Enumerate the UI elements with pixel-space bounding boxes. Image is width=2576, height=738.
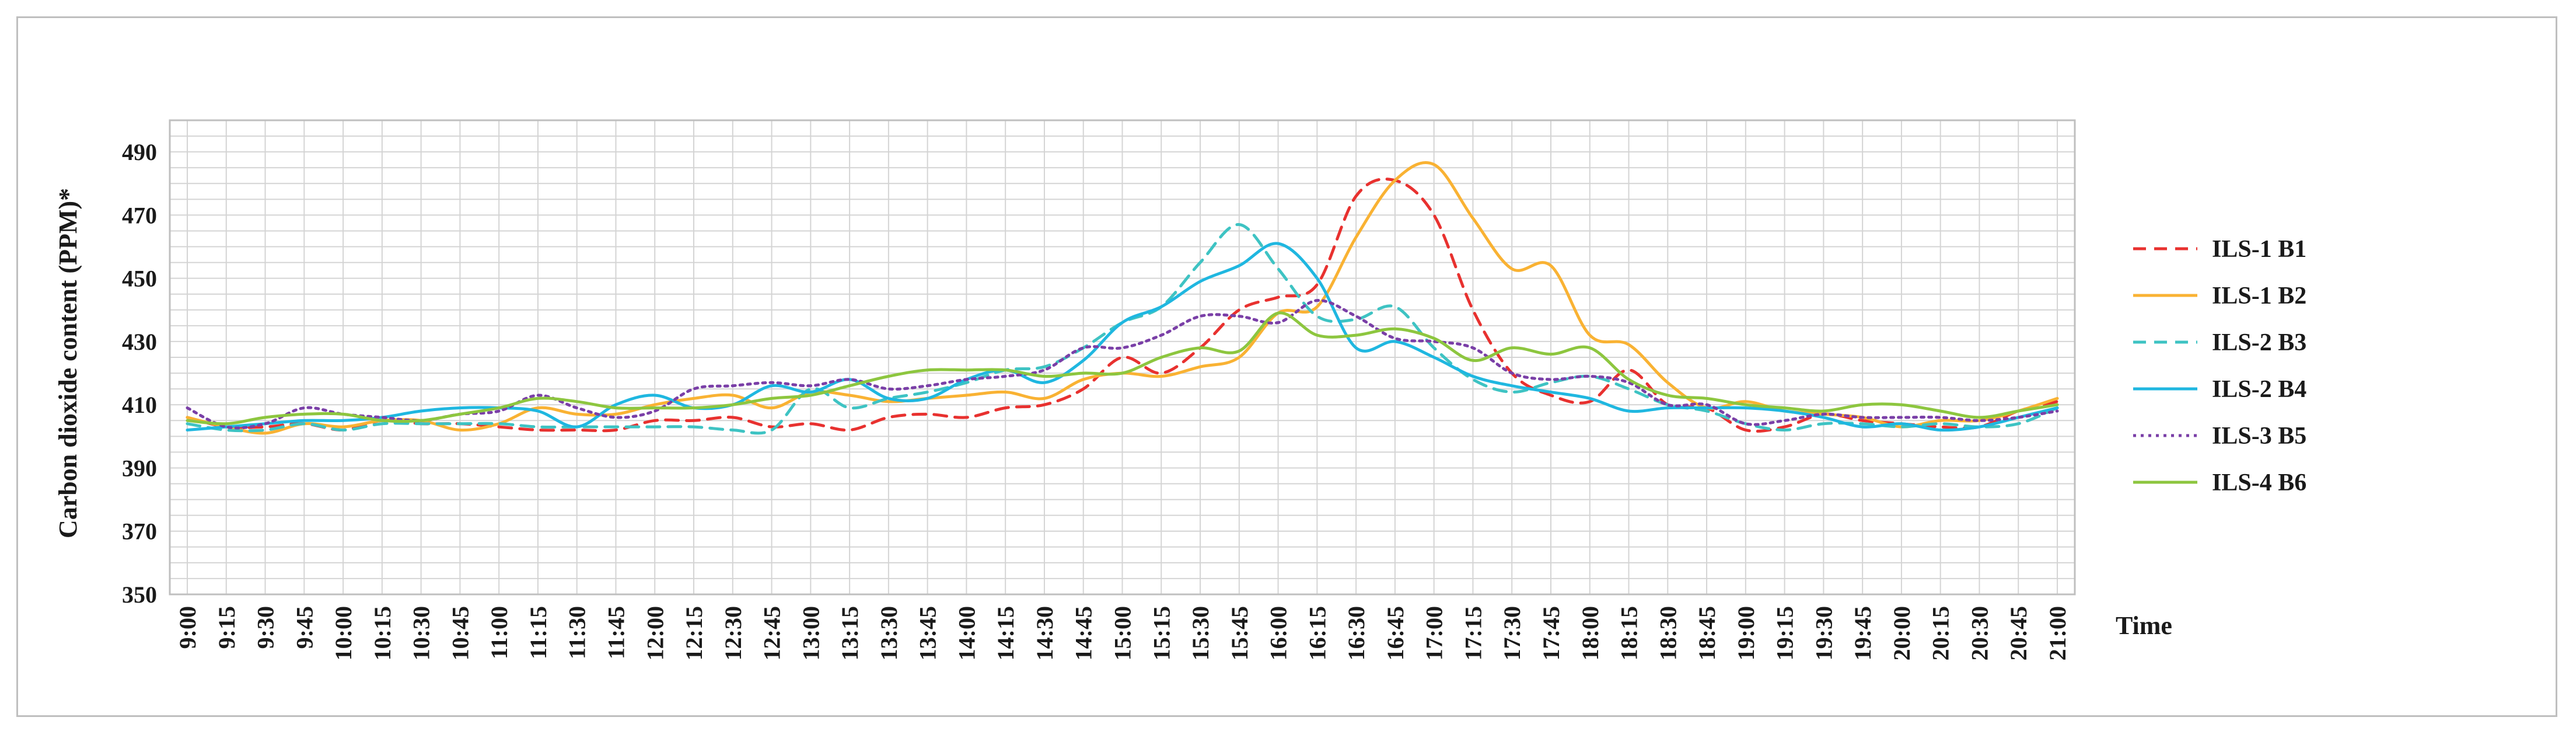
series-line-3: [186, 223, 2059, 435]
legend-label-1: ILS-1 B1: [2212, 236, 2306, 263]
x-tick-label: 10:00: [330, 606, 356, 660]
legend-label-2: ILS-1 B2: [2212, 283, 2306, 309]
x-tick-label: 18:15: [1616, 606, 1642, 660]
x-tick-label: 21:00: [2044, 606, 2071, 660]
x-tick-label: 18:30: [1655, 606, 1681, 660]
series-line-1: [186, 177, 2059, 433]
x-tick-label: 14:45: [1071, 606, 1097, 660]
x-tick-label: 15:45: [1226, 606, 1253, 660]
x-tick-label: 16:30: [1343, 606, 1369, 660]
y-axis-ticks: 350 370 390 410 430 450 470 490: [122, 139, 157, 608]
x-tick-label: 9:00: [174, 606, 201, 649]
x-tick-label: 13:15: [837, 606, 863, 660]
x-tick-label: 20:15: [1928, 606, 1954, 660]
x-tick-label: 17:45: [1538, 606, 1564, 660]
x-tick-label: 9:45: [291, 606, 317, 649]
x-tick-label: 9:30: [253, 606, 279, 649]
x-tick-label: 10:45: [447, 606, 473, 660]
x-tick-label: 15:30: [1187, 606, 1214, 660]
x-tick-label: 13:45: [915, 606, 941, 660]
plot-area: [169, 119, 2076, 596]
x-tick-label: 11:30: [564, 606, 590, 659]
series-line-6: [186, 311, 2059, 426]
x-tick-label: 20:30: [1966, 606, 1993, 660]
x-tick-label: 11:00: [486, 606, 512, 659]
x-tick-label: 11:45: [603, 606, 629, 659]
x-tick-label: 12:30: [720, 606, 746, 660]
x-tick-label: 19:45: [1850, 606, 1876, 660]
series-lines: [186, 161, 2059, 435]
x-tick-label: 19:30: [1810, 606, 1837, 660]
x-tick-label: 14:00: [953, 606, 980, 660]
x-tick-label: 20:45: [2005, 606, 2032, 660]
x-tick-label: 17:15: [1460, 606, 1486, 660]
x-axis-ticks: 9:00 9:15 9:30 9:45 10:00 10:15 10:30 10:45 11:0…: [174, 606, 2071, 660]
series-line-5: [186, 299, 2059, 430]
chart-frame: 350 370 390 410 430 450 470 490 9:00 9:15 9:30 9:4…: [16, 16, 2557, 717]
x-tick-label: 16:15: [1304, 606, 1330, 660]
legend-label-4: ILS-2 B4: [2212, 376, 2306, 403]
x-tick-label: 12:15: [681, 606, 707, 660]
x-tick-label: 10:30: [408, 606, 435, 660]
grid-lines: [170, 120, 2075, 595]
x-axis-title: Time: [2116, 611, 2172, 640]
x-tick-label: 13:30: [876, 606, 902, 660]
x-tick-label: 19:00: [1733, 606, 1759, 660]
y-tick-label: 450: [122, 266, 157, 292]
x-tick-label: 18:45: [1694, 606, 1720, 660]
x-tick-label: 11:15: [525, 606, 551, 659]
x-tick-label: 9:15: [214, 606, 240, 649]
legend-label-3: ILS-2 B3: [2212, 329, 2306, 356]
legend: ILS-1 B1 ILS-1 B2 ILS-2 B3 ILS-2 B4 ILS-3 B5…: [2133, 236, 2306, 496]
y-tick-label: 470: [122, 202, 157, 228]
x-tick-label: 18:00: [1577, 606, 1603, 660]
x-tick-label: 16:45: [1382, 606, 1408, 660]
x-tick-label: 12:45: [759, 606, 785, 660]
x-tick-label: 15:15: [1148, 606, 1175, 660]
x-tick-label: 14:15: [992, 606, 1019, 660]
x-tick-label: 12:00: [642, 606, 668, 660]
y-tick-label: 490: [122, 139, 157, 165]
y-axis-title: Carbon dioxide content (PPM)*: [54, 188, 82, 538]
x-tick-label: 20:00: [1889, 606, 1915, 660]
legend-label-6: ILS-4 B6: [2212, 469, 2306, 496]
x-tick-label: 14:30: [1032, 606, 1058, 660]
x-tick-label: 15:00: [1110, 606, 1136, 660]
x-tick-label: 10:15: [369, 606, 396, 660]
y-tick-label: 430: [122, 329, 157, 355]
x-tick-label: 13:00: [798, 606, 824, 660]
y-tick-label: 350: [122, 582, 157, 608]
x-tick-label: 19:15: [1772, 606, 1798, 660]
y-tick-label: 370: [122, 518, 157, 545]
y-tick-label: 410: [122, 392, 157, 418]
x-tick-label: 17:30: [1499, 606, 1525, 660]
legend-label-5: ILS-3 B5: [2212, 423, 2306, 450]
line-chart: 350 370 390 410 430 450 470 490 9:00 9:15 9:30 9:4…: [54, 119, 2306, 660]
x-tick-label: 16:00: [1266, 606, 1292, 660]
y-tick-label: 390: [122, 455, 157, 481]
plot-border: [169, 119, 2076, 596]
x-tick-label: 17:00: [1421, 606, 1448, 660]
